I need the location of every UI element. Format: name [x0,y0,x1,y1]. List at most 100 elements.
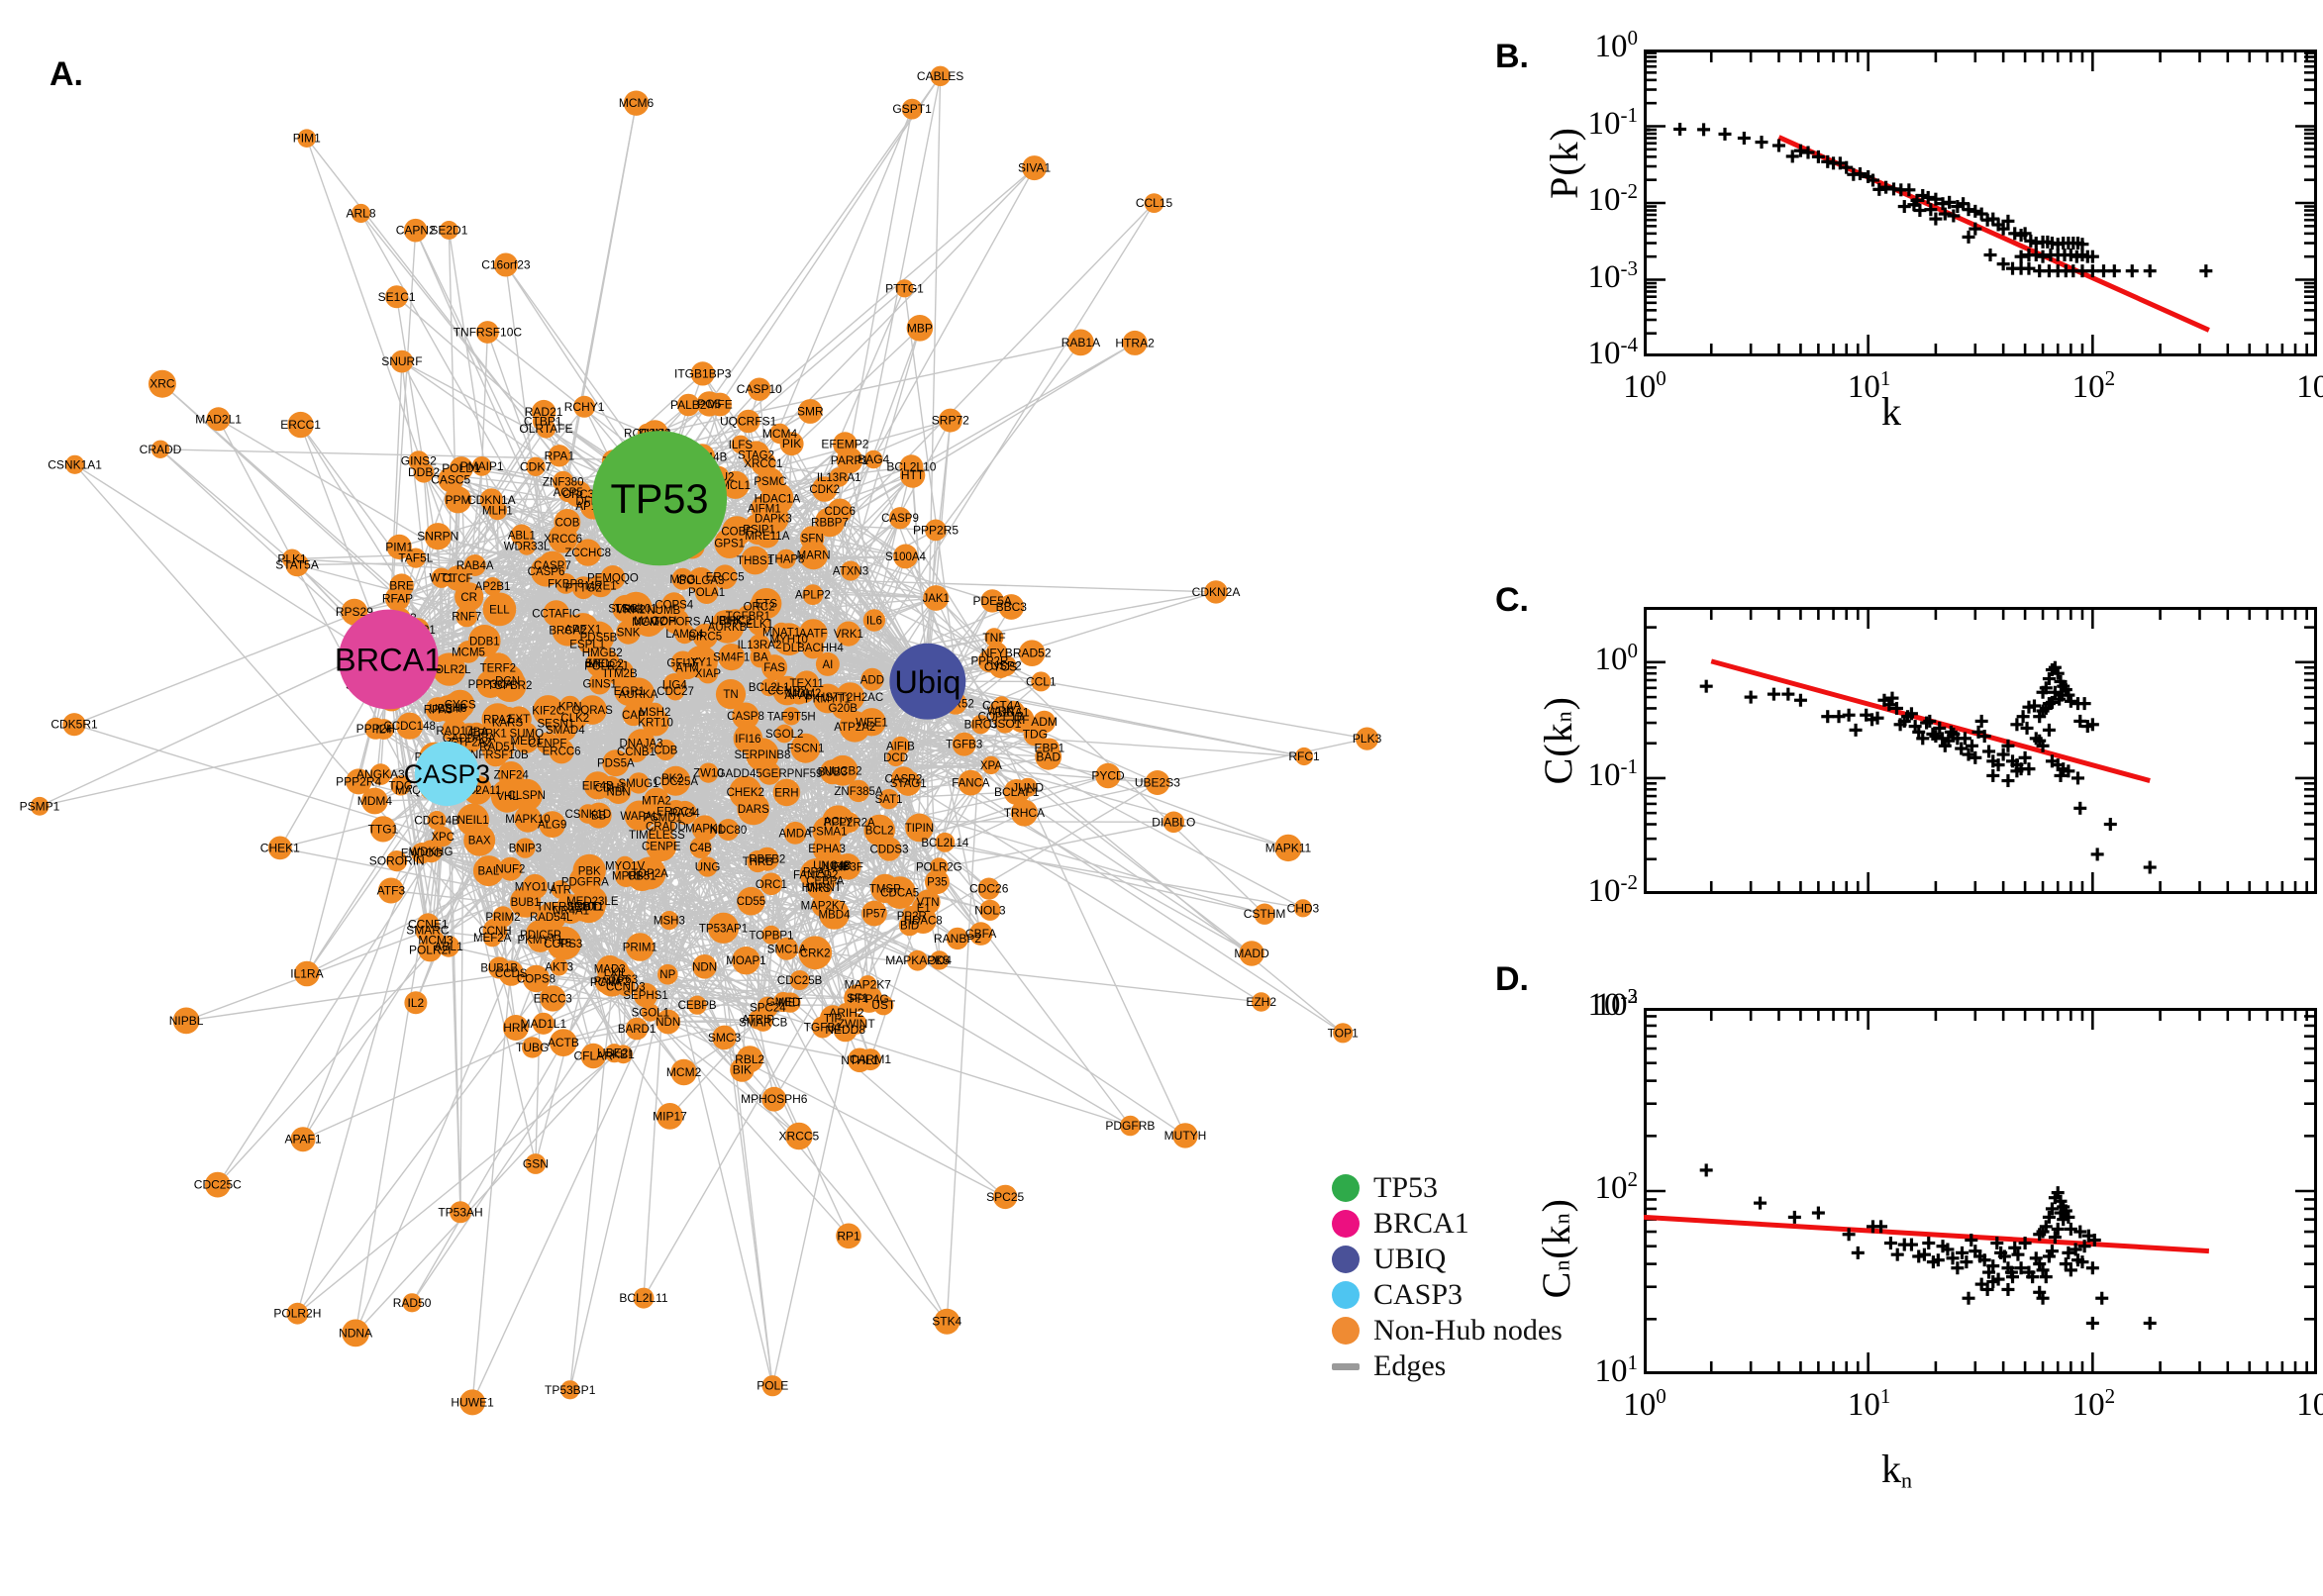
network-node[interactable] [450,1201,471,1224]
network-node[interactable] [761,925,781,945]
network-node[interactable] [930,65,951,87]
network-node[interactable] [481,730,515,763]
network-node[interactable] [287,411,314,439]
network-node[interactable] [860,667,884,691]
network-node[interactable] [548,524,578,553]
network-node[interactable] [446,689,475,719]
network-node[interactable] [483,577,502,596]
network-node[interactable] [1144,193,1164,214]
network-node[interactable] [665,681,685,701]
network-node[interactable] [65,454,85,474]
network-node[interactable] [377,877,404,904]
network-node[interactable] [813,683,843,714]
network-node[interactable] [737,792,770,826]
network-node[interactable] [1172,1123,1198,1148]
network-node[interactable] [439,221,458,240]
network-node[interactable] [615,855,635,876]
network-node[interactable] [798,936,833,970]
network-node[interactable] [977,877,1000,900]
network-node[interactable] [151,440,170,458]
network-node[interactable] [525,1153,547,1174]
network-node[interactable] [712,1025,737,1050]
network-node[interactable] [980,589,1004,613]
network-node[interactable] [62,713,86,737]
network-node[interactable] [1033,710,1056,734]
network-node[interactable] [1035,743,1062,770]
network-node[interactable] [405,548,426,568]
network-node[interactable] [759,872,783,896]
network-node[interactable] [873,995,894,1016]
network-node[interactable] [692,954,717,979]
network-node[interactable] [522,873,548,900]
network-node[interactable] [901,98,923,120]
network-node[interactable] [522,1037,544,1058]
network-node[interactable] [633,982,658,1008]
network-node[interactable] [822,805,855,838]
network-node[interactable] [1095,762,1121,789]
network-node[interactable] [761,1375,783,1397]
network-node[interactable] [863,449,883,469]
network-node[interactable] [588,573,613,598]
network-node[interactable] [482,592,517,627]
network-node[interactable] [522,964,551,993]
network-node[interactable] [396,712,424,740]
network-node[interactable] [993,1184,1018,1210]
network-node[interactable] [979,899,1001,921]
network-node[interactable] [749,634,770,656]
network-node[interactable] [698,762,719,783]
network-node[interactable] [1254,903,1275,925]
network-node[interactable] [858,708,886,737]
network-node[interactable] [827,754,858,786]
network-node[interactable] [905,813,934,843]
network-node[interactable] [836,621,861,647]
network-node[interactable] [532,1012,555,1035]
network-node[interactable] [527,926,554,952]
network-node[interactable] [742,441,770,469]
network-node[interactable] [895,279,914,298]
network-node[interactable] [1294,747,1314,766]
network-node[interactable] [761,1086,787,1112]
network-node[interactable] [488,956,511,979]
network-node[interactable] [952,732,976,756]
network-node[interactable] [444,486,472,514]
network-node[interactable] [802,584,824,605]
network-node[interactable] [696,391,722,417]
network-node[interactable] [657,963,678,985]
network-node[interactable] [573,395,596,418]
network-node[interactable] [1010,799,1038,827]
network-node[interactable] [604,1044,625,1063]
network-node[interactable] [690,361,715,386]
network-node[interactable] [655,739,676,761]
network-node[interactable] [531,399,556,425]
network-node[interactable] [476,321,499,344]
network-node[interactable] [712,564,738,589]
network-node[interactable] [737,886,765,916]
network-node[interactable] [206,407,231,432]
network-node[interactable] [533,695,564,727]
network-node[interactable] [568,865,602,898]
network-node[interactable] [294,960,320,987]
network-node[interactable] [539,811,566,838]
network-node[interactable] [747,849,769,873]
network-node[interactable] [574,539,602,566]
network-node[interactable] [625,1017,649,1041]
network-node[interactable] [297,129,317,148]
network-node[interactable] [989,655,1012,678]
network-node[interactable] [794,683,815,704]
network-node[interactable] [267,836,292,860]
network-node[interactable] [715,679,747,710]
network-node[interactable] [732,702,759,730]
network-node[interactable] [596,965,628,997]
network-node[interactable] [427,811,447,831]
network-node[interactable] [431,567,452,588]
network-node[interactable] [342,1319,369,1347]
hub-node-ubiq[interactable] [889,643,966,720]
network-node[interactable] [571,576,595,600]
network-node[interactable] [1252,992,1271,1012]
network-node[interactable] [1162,811,1185,834]
network-node[interactable] [30,796,50,816]
network-node[interactable] [772,623,806,656]
network-node[interactable] [432,652,466,686]
network-node[interactable] [741,546,769,575]
network-node[interactable] [697,856,718,877]
